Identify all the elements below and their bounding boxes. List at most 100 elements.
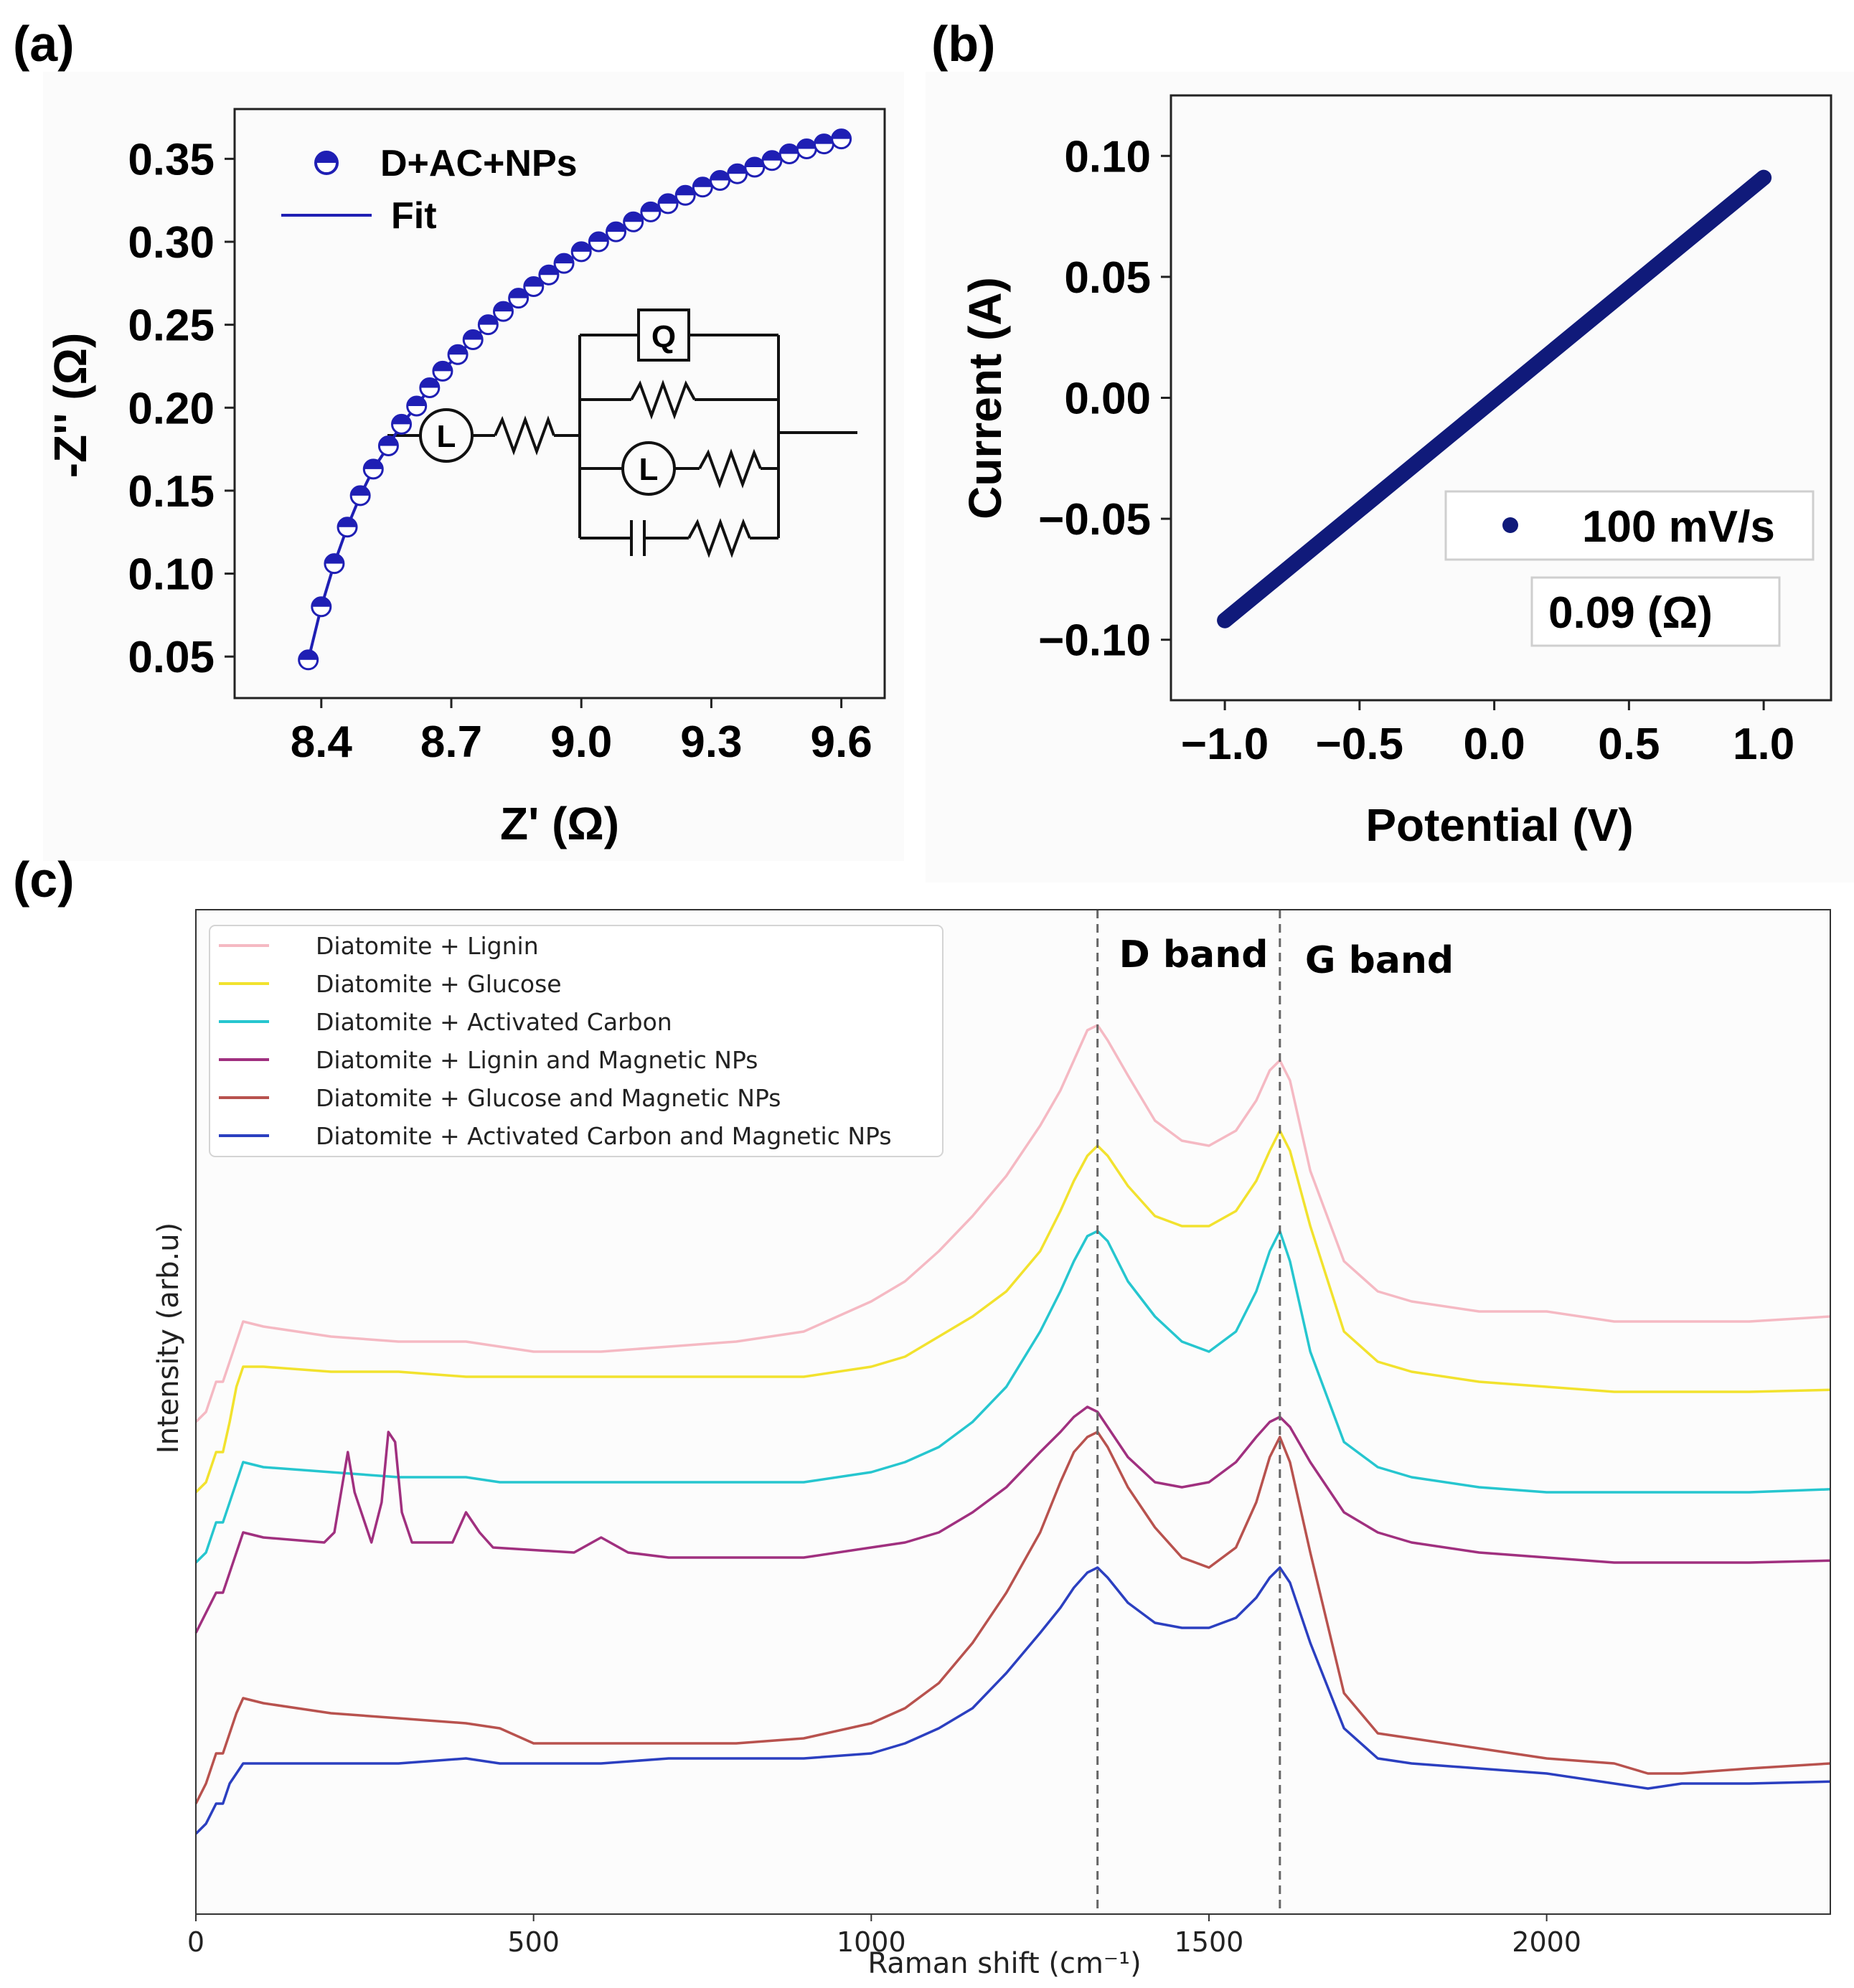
legend-label-d-ac-nps: D+AC+NPs (380, 143, 578, 184)
y-tick-label: 0.10 (128, 550, 215, 600)
x-tick-label: 8.7 (420, 717, 482, 767)
data-point-d-ac-nps (623, 211, 644, 232)
legend-label-diatomite-activated-carbon: Diatomite + Activated Carbon (316, 1008, 672, 1036)
label-g-band: G band (1305, 939, 1454, 982)
x-tick-label: 1.0 (1733, 720, 1794, 769)
data-point-d-ac-nps (298, 649, 319, 671)
x-tick-label: 0.5 (1598, 720, 1660, 769)
panel-b-x-ticks: −1.0 −0.5 0.0 0.5 1.0 (1181, 700, 1794, 769)
y-tick-label: 0.35 (128, 135, 215, 184)
panel-b-letter: (b) (931, 16, 995, 72)
panel-c-x-axis-label: Raman shift (cm⁻¹) (867, 1947, 1141, 1980)
data-point-d-ac-nps (406, 395, 428, 417)
data-point-d-ac-nps (324, 553, 345, 575)
data-point-d-ac-nps (337, 517, 358, 538)
panel-c-y-axis-label: Intensity (arb.u) (152, 1223, 185, 1454)
series-100mvs-line (1217, 169, 1772, 628)
data-point-d-ac-nps (311, 596, 332, 618)
x-tick-label: 0.0 (1464, 720, 1525, 769)
data-point-d-ac-nps (709, 169, 730, 191)
panel-a-letter: (a) (13, 16, 75, 72)
panel-c-legend: Diatomite + Lignin Diatomite + Glucose Dia… (209, 925, 944, 1157)
legend-label-diatomite-lignin-and-magnetic-nps: Diatomite + Lignin and Magnetic NPs (316, 1046, 758, 1074)
y-tick-label: −0.10 (1038, 616, 1151, 666)
y-tick-label: 0.05 (128, 633, 215, 682)
panel-c-plot-frame (195, 909, 1831, 1915)
y-tick-label: 0.05 (1064, 253, 1151, 303)
circuit-l-label-right: L (639, 452, 659, 487)
panel-a-x-axis-label: Z' (Ω) (500, 798, 619, 849)
x-tick-label: 9.0 (550, 717, 612, 767)
x-tick-label: 8.4 (291, 717, 353, 767)
legend-label-diatomite-activated-carbon-and-magnetic-nps: Diatomite + Activated Carbon and Magneti… (316, 1122, 892, 1150)
panel-c-legend-box (209, 925, 944, 1157)
panel-b-series (1217, 169, 1772, 628)
x-tick-label: 1000 (837, 1926, 906, 1958)
data-point-d-ac-nps (553, 253, 575, 274)
data-point-d-ac-nps (778, 143, 800, 164)
legend-marker-100mvs (1502, 517, 1518, 533)
panel-a-legend: D+AC+NPs Fit (281, 143, 578, 237)
data-point-d-ac-nps (692, 176, 713, 198)
data-point-d-ac-nps (761, 150, 783, 171)
series-resistor (494, 415, 555, 456)
data-point-d-ac-nps (362, 458, 384, 480)
resistance-annotation-box (1530, 576, 1781, 647)
panel-c-band-markers: D band G band (1096, 910, 1454, 1914)
x-tick-label: −1.0 (1181, 720, 1269, 769)
data-point-d-ac-nps (570, 241, 592, 263)
x-tick-label: 2000 (1512, 1926, 1581, 1958)
data-point-d-ac-nps (492, 301, 514, 322)
data-point-d-ac-nps (796, 138, 817, 160)
series-diatomite-activated-carbon-and-magnetic-nps (194, 1566, 1831, 1835)
panel-c-legend-items: Diatomite + Lignin Diatomite + Glucose Dia… (219, 932, 892, 1150)
data-point-d-ac-nps (831, 128, 852, 150)
data-point-d-ac-nps (674, 184, 696, 206)
y-tick-label: 0.30 (128, 218, 215, 268)
data-point-d-ac-nps (377, 435, 399, 456)
y-tick-label: 0.00 (1064, 374, 1151, 424)
data-point-d-ac-nps (588, 231, 609, 253)
series-diatomite-lignin-and-magnetic-nps (194, 1405, 1831, 1634)
data-point-d-ac-nps (419, 377, 441, 399)
legend-label-100mvs: 100 mV/s (1582, 502, 1775, 552)
panel-b: (b) −0.10 −0.05 0.00 0.05 0.10 −1.0 −0.5 0.0 0.… (926, 16, 1854, 882)
data-point-d-ac-nps (606, 221, 627, 242)
legend-label-diatomite-glucose: Diatomite + Glucose (316, 970, 562, 998)
series-diatomite-activated-carbon (194, 1230, 1831, 1564)
series-diatomite-lignin (194, 1024, 1831, 1423)
panel-b-x-axis-label: Potential (V) (1365, 799, 1633, 851)
panel-a: (a) 0.05 0.10 0.15 0.20 0.25 0.30 0.35 8.4 8.7 9… (13, 16, 904, 861)
x-tick-label: 9.3 (680, 717, 742, 767)
panel-a-x-ticks: 8.4 8.7 9.0 9.3 9.6 (291, 698, 872, 767)
panel-c: (c) D band G band 0 500 1000 1500 2000 Diatom… (13, 852, 1831, 1980)
legend-marker-d-ac-nps (314, 151, 339, 175)
data-point-d-ac-nps (640, 201, 662, 222)
data-point-d-ac-nps (391, 413, 413, 435)
parallel-resistor (630, 380, 696, 420)
inductor-branch-resistor (698, 448, 762, 489)
x-tick-label: 9.6 (810, 717, 872, 767)
circuit-q-label: Q (651, 319, 676, 354)
x-tick-label: 0 (187, 1926, 204, 1958)
panel-c-series (194, 1024, 1831, 1835)
data-point-d-ac-nps (727, 163, 748, 184)
panel-a-plot-frame (233, 108, 886, 699)
data-point-d-ac-nps (657, 193, 679, 215)
data-point-d-ac-nps (432, 360, 453, 382)
resistance-annotation: 0.09 (Ω) (1548, 588, 1713, 638)
legend-label-diatomite-lignin: Diatomite + Lignin (316, 932, 539, 960)
panel-b-y-ticks: −0.10 −0.05 0.00 0.05 0.10 (1038, 132, 1171, 666)
data-point-d-ac-nps (813, 133, 834, 155)
y-tick-label: 0.20 (128, 384, 215, 433)
data-point-d-ac-nps (538, 264, 560, 286)
y-tick-label: 0.15 (128, 467, 215, 517)
data-point-d-ac-nps (523, 275, 545, 297)
label-d-band: D band (1119, 933, 1269, 976)
x-tick-label: 1500 (1175, 1926, 1244, 1958)
series-diatomite-glucose (194, 1129, 1831, 1494)
data-point-d-ac-nps (744, 156, 766, 178)
panel-a-y-ticks: 0.05 0.10 0.15 0.20 0.25 0.30 0.35 (128, 135, 235, 682)
